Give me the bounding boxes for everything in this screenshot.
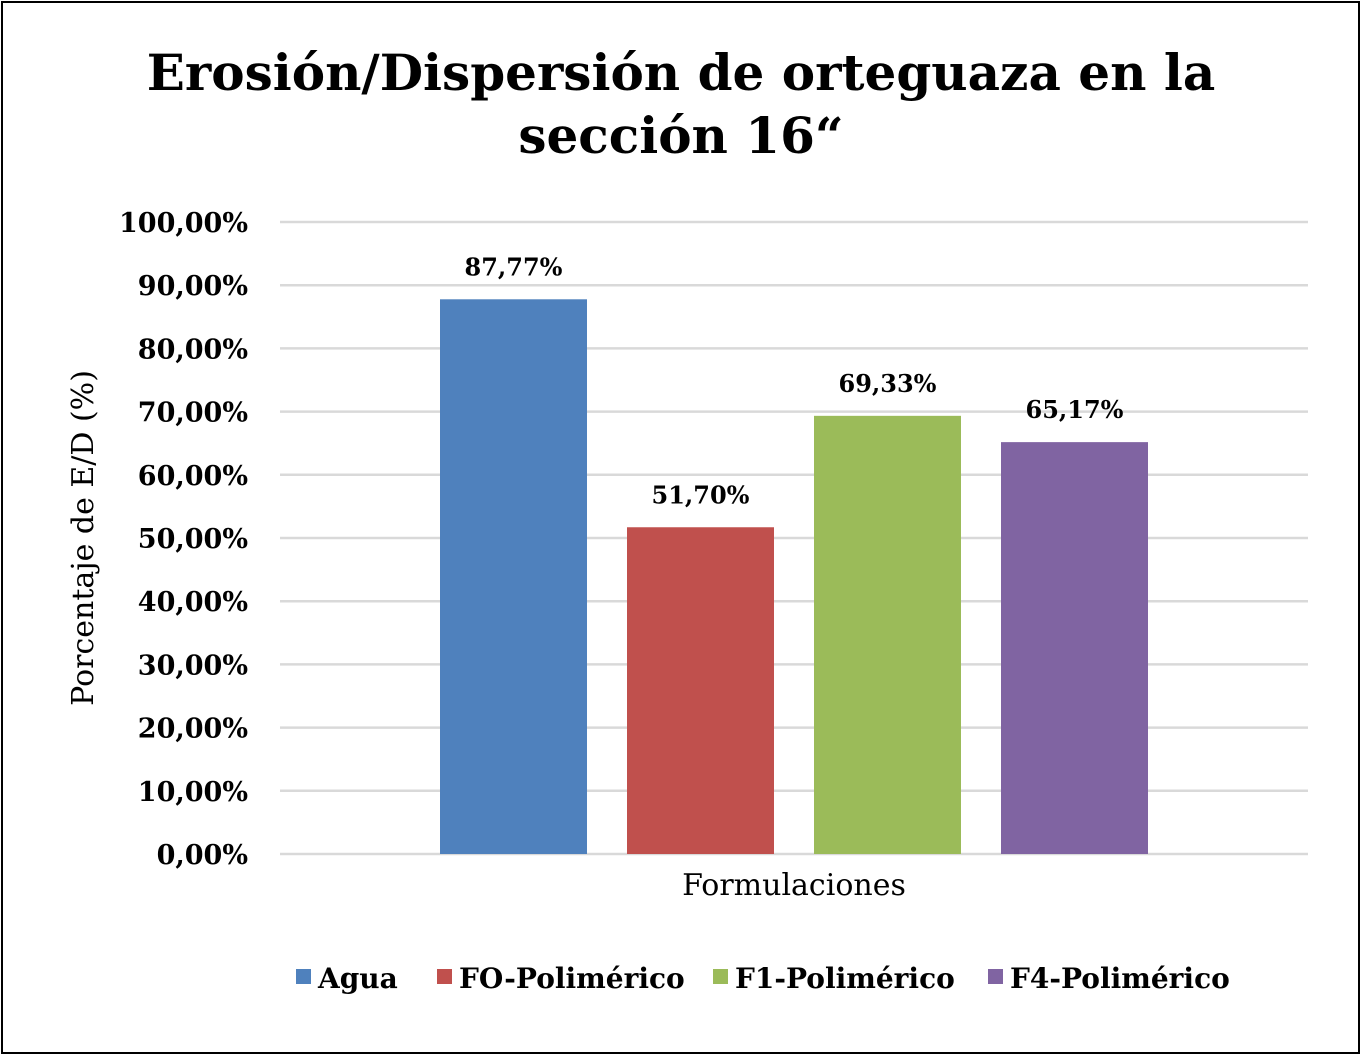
y-tick-label: 80,00% bbox=[138, 334, 248, 365]
legend-swatch bbox=[437, 969, 452, 984]
y-tick-label: 40,00% bbox=[138, 587, 248, 618]
y-tick-label: 20,00% bbox=[138, 714, 248, 745]
y-tick-label: 90,00% bbox=[138, 271, 248, 302]
data-label: 87,77% bbox=[465, 252, 563, 281]
data-label: 51,70% bbox=[652, 480, 750, 509]
legend-swatch bbox=[713, 969, 728, 984]
x-axis-label: Formulaciones bbox=[682, 868, 906, 903]
y-tick-label: 100,00% bbox=[119, 208, 248, 239]
data-label: 65,17% bbox=[1026, 395, 1124, 424]
bar-fo-polimérico bbox=[627, 527, 774, 854]
legend-label: F4-Polimérico bbox=[1010, 962, 1230, 995]
y-tick-label: 70,00% bbox=[138, 398, 248, 429]
legend-label: F1-Polimérico bbox=[735, 962, 955, 995]
y-tick-label: 30,00% bbox=[138, 650, 248, 681]
chart-title-line-2: sección 16“ bbox=[518, 106, 843, 165]
y-axis-label: Porcentaje de E/D (%) bbox=[66, 370, 101, 706]
legend-label: Agua bbox=[317, 962, 398, 995]
y-tick-label: 10,00% bbox=[138, 777, 248, 808]
legend-swatch bbox=[988, 969, 1003, 984]
data-label: 69,33% bbox=[839, 369, 937, 398]
chart-title-line-1: Erosión/Dispersión de orteguaza en la bbox=[147, 43, 1215, 102]
bar-agua bbox=[440, 299, 587, 855]
y-tick-label: 60,00% bbox=[138, 461, 248, 492]
y-tick-label: 50,00% bbox=[138, 524, 248, 555]
bar-f1-polimérico bbox=[814, 415, 961, 854]
y-tick-label: 0,00% bbox=[157, 840, 248, 871]
legend-label: FO-Polimérico bbox=[459, 962, 685, 995]
legend-swatch bbox=[296, 969, 311, 984]
bar-f4-polimérico bbox=[1001, 442, 1148, 854]
